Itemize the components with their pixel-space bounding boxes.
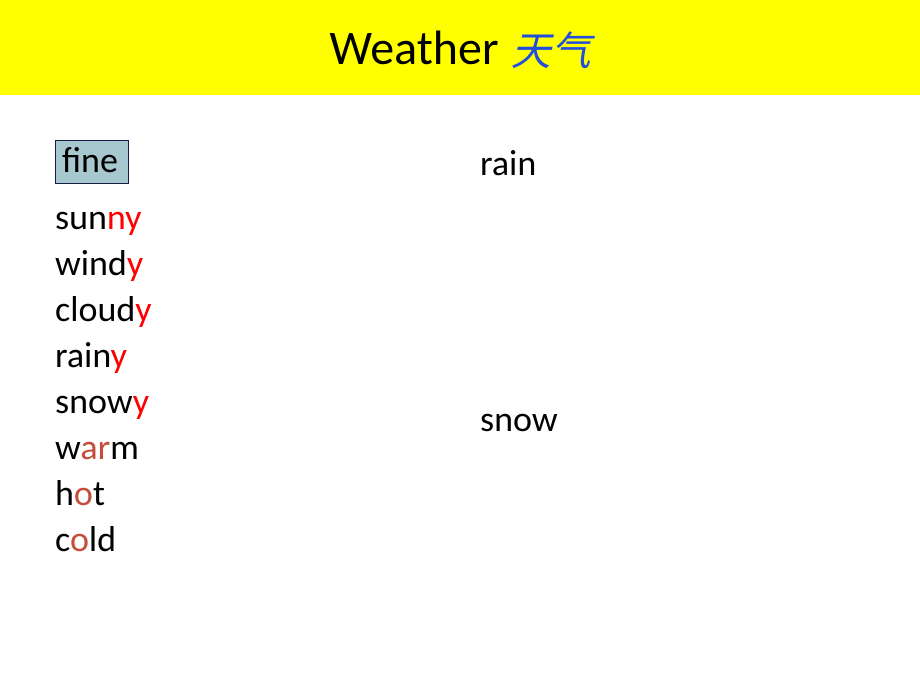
word-line: windy bbox=[55, 240, 152, 286]
header-bar: Weather 天气 bbox=[0, 0, 920, 95]
word-line: hot bbox=[55, 470, 152, 516]
spacer bbox=[480, 186, 558, 396]
word-part: wind bbox=[55, 241, 127, 285]
right-word-rain: rain bbox=[480, 140, 558, 186]
fine-text: fine bbox=[62, 138, 118, 182]
left-column: fine sunnywindycloudyrainysnowywarmhotco… bbox=[55, 140, 152, 562]
word-part: o bbox=[74, 471, 93, 515]
word-part: y bbox=[135, 287, 151, 331]
word-line: rainy bbox=[55, 332, 152, 378]
word-part: y bbox=[133, 379, 149, 423]
word-part: sun bbox=[55, 195, 107, 239]
word-part: t bbox=[93, 471, 105, 515]
word-part: w bbox=[55, 425, 80, 469]
title-chinese: 天气 bbox=[511, 19, 591, 77]
right-word-snow: snow bbox=[480, 396, 558, 442]
right-column: rain snow bbox=[480, 140, 558, 442]
word-part: y bbox=[127, 241, 143, 285]
word-part: o bbox=[70, 517, 89, 561]
word-part: snow bbox=[55, 379, 133, 423]
word-part: ar bbox=[80, 425, 110, 469]
word-part: h bbox=[55, 471, 74, 515]
title-english: Weather bbox=[329, 18, 498, 77]
word-line: warm bbox=[55, 424, 152, 470]
content-area: fine sunnywindycloudyrainysnowywarmhotco… bbox=[0, 95, 920, 690]
word-line: cloudy bbox=[55, 286, 152, 332]
word-part: cloud bbox=[55, 287, 135, 331]
left-word-list: sunnywindycloudyrainysnowywarmhotcold bbox=[55, 194, 152, 563]
word-part: ld bbox=[89, 517, 116, 561]
word-line: snowy bbox=[55, 378, 152, 424]
word-line: cold bbox=[55, 516, 152, 562]
word-part: c bbox=[55, 517, 70, 561]
word-part: rain bbox=[55, 333, 111, 377]
word-part: m bbox=[110, 425, 139, 469]
word-line: sunny bbox=[55, 194, 152, 240]
highlighted-word-box: fine bbox=[55, 140, 129, 184]
word-part: ny bbox=[107, 195, 142, 239]
word-part: y bbox=[111, 333, 127, 377]
